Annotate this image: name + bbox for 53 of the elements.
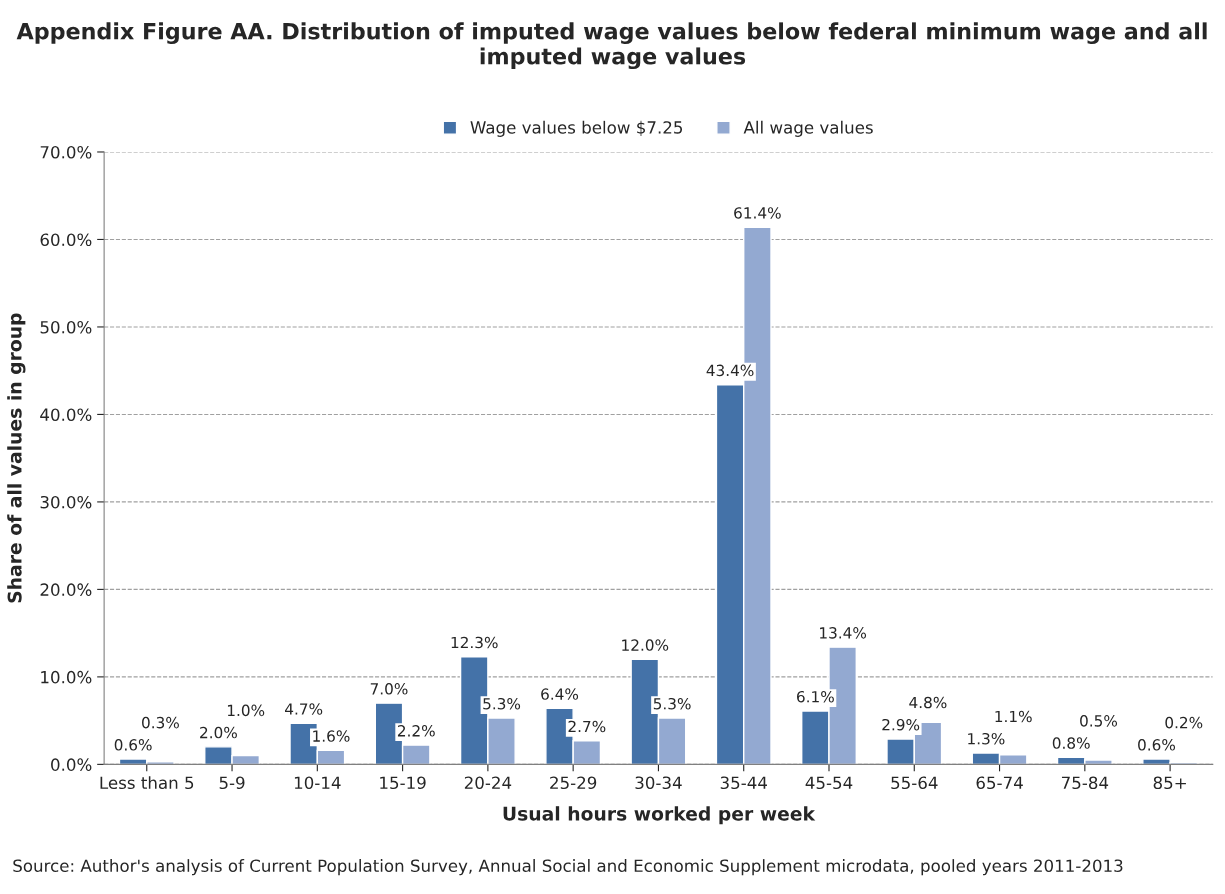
x-tick-label: 30-34 — [635, 776, 682, 790]
x-tick-label: 45-54 — [805, 776, 853, 790]
data-label: 2.0% — [200, 726, 237, 739]
y-tick-label: 20.0% — [40, 583, 92, 596]
data-label: 4.7% — [285, 703, 323, 715]
x-axis-title: Usual hours worked per week — [503, 806, 816, 825]
data-label: 43.4% — [706, 364, 754, 377]
data-label: 61.4% — [734, 207, 781, 219]
data-label: 0.6% — [1138, 739, 1176, 751]
data-label: 7.0% — [370, 683, 408, 695]
x-tick-label: 85+ — [1153, 776, 1186, 790]
data-label: 6.1% — [797, 690, 834, 703]
y-tick-label: 40.0% — [40, 408, 92, 421]
legend-label: Wage values below $7.25 — [470, 120, 683, 137]
data-label: 0.6% — [114, 739, 152, 751]
y-tick-label: 70.0% — [40, 145, 92, 159]
data-label: 2.7% — [568, 720, 606, 733]
legend-label: All wage values — [743, 120, 873, 137]
data-label: 0.5% — [1080, 715, 1118, 727]
data-label: 4.8% — [909, 696, 947, 709]
x-tick-label: 15-19 — [380, 776, 426, 790]
data-label: 1.1% — [995, 710, 1032, 723]
data-label: 0.8% — [1052, 737, 1090, 749]
source-note: Source: Author's analysis of Current Population Survey, Annual Social and Economic Supplement microdata, pooled years 2011-2013 — [13, 859, 1123, 876]
data-label: 0.3% — [142, 716, 179, 729]
y-tick-label: 10.0% — [41, 670, 92, 684]
data-label: 12.0% — [622, 639, 669, 651]
y-tick-label: 0.0% — [51, 758, 92, 771]
x-tick-label: 5-9 — [219, 776, 245, 790]
data-label: 5.3% — [653, 697, 691, 710]
x-tick-label: Less than 5 — [100, 776, 194, 790]
chart-title: Appendix Figure AA. Distribution of imputed wage values below federal minimum wage and all imputed wage values — [16, 22, 1207, 70]
x-tick-label: 55-64 — [891, 776, 938, 790]
y-tick-label: 60.0% — [40, 233, 92, 247]
data-label: 1.0% — [227, 704, 265, 717]
y-tick-label: 50.0% — [40, 320, 92, 334]
data-label: 2.9% — [882, 718, 920, 731]
y-axis-title: Share of all values in group — [7, 313, 26, 603]
x-tick-label: 75-84 — [1061, 776, 1109, 790]
x-tick-label: 25-29 — [550, 776, 597, 790]
data-label: 12.3% — [451, 636, 498, 649]
x-tick-label: 10-14 — [294, 776, 341, 790]
data-label: 6.4% — [541, 688, 579, 700]
x-tick-label: 35-44 — [720, 776, 767, 790]
x-tick-label: 65-74 — [976, 776, 1023, 790]
y-tick-label: 30.0% — [40, 495, 92, 509]
x-tick-label: 20-24 — [464, 776, 512, 790]
data-label: 5.3% — [483, 697, 521, 710]
data-label: 1.3% — [968, 732, 1005, 745]
data-label: 2.2% — [397, 725, 435, 737]
data-label: 0.2% — [1165, 716, 1203, 729]
data-label: 13.4% — [820, 627, 867, 639]
data-label: 1.6% — [313, 730, 350, 742]
